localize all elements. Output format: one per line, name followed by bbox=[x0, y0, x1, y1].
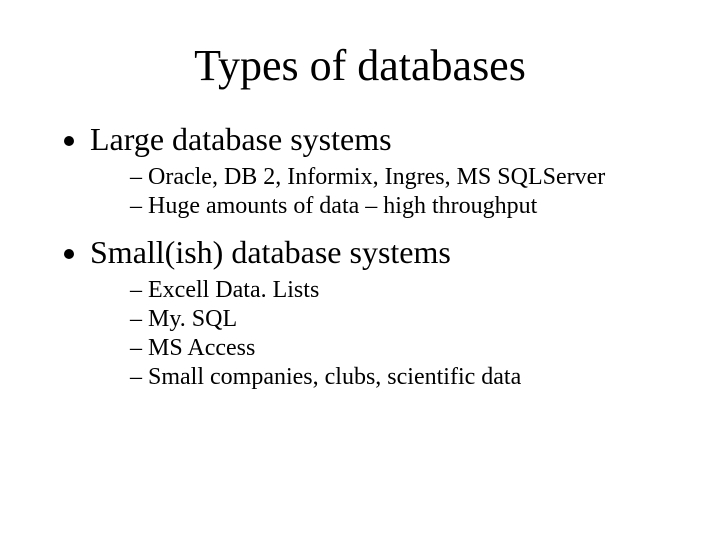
bullet-list: Large database systems Oracle, DB 2, Inf… bbox=[40, 121, 680, 391]
bullet-item: Small(ish) database systems Excell Data.… bbox=[90, 234, 680, 391]
sub-bullet-item: Small companies, clubs, scientific data bbox=[130, 364, 680, 391]
bullet-text: Large database systems bbox=[90, 121, 392, 157]
sub-bullet-list: Oracle, DB 2, Informix, Ingres, MS SQLSe… bbox=[90, 164, 680, 220]
slide: Types of databases Large database system… bbox=[0, 0, 720, 540]
sub-bullet-item: Oracle, DB 2, Informix, Ingres, MS SQLSe… bbox=[130, 164, 680, 191]
sub-bullet-item: My. SQL bbox=[130, 306, 680, 333]
slide-title: Types of databases bbox=[40, 40, 680, 91]
sub-bullet-item: Excell Data. Lists bbox=[130, 277, 680, 304]
sub-bullet-list: Excell Data. Lists My. SQL MS Access Sma… bbox=[90, 277, 680, 391]
bullet-item: Large database systems Oracle, DB 2, Inf… bbox=[90, 121, 680, 220]
sub-bullet-item: Huge amounts of data – high throughput bbox=[130, 193, 680, 220]
bullet-text: Small(ish) database systems bbox=[90, 234, 451, 270]
sub-bullet-item: MS Access bbox=[130, 335, 680, 362]
